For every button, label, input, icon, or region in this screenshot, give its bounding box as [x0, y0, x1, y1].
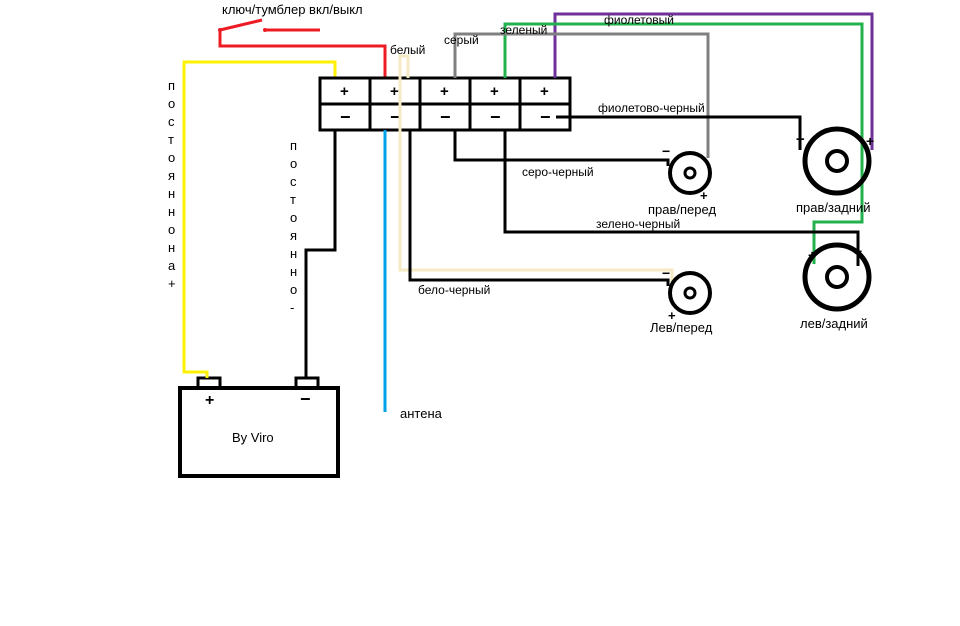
svg-text:−: −	[440, 107, 451, 127]
label-gray-black: серо-черный	[522, 165, 594, 179]
svg-text:н: н	[290, 246, 297, 261]
svg-text:+: +	[700, 188, 708, 203]
svg-text:с: с	[290, 174, 297, 189]
label-antenna: антена	[400, 406, 443, 421]
svg-text:+: +	[390, 83, 399, 100]
label-white-black: бело-черный	[418, 283, 490, 297]
svg-text:п: п	[168, 78, 175, 93]
wire-white-black	[410, 130, 668, 286]
svg-text:−: −	[490, 107, 501, 127]
battery-plus: +	[205, 392, 214, 409]
label-right-rear: прав/задний	[796, 200, 871, 215]
label-white: белый	[390, 43, 425, 57]
svg-text:+: +	[490, 83, 499, 100]
wiring-diagram: + − By Viro + + + + + − − − − −	[0, 0, 960, 626]
svg-text:я: я	[290, 228, 297, 243]
connector-block: + + + + + − − − − −	[320, 78, 570, 130]
battery-label: By Viro	[232, 430, 274, 445]
svg-text:о: о	[168, 222, 175, 237]
svg-text:с: с	[168, 114, 175, 129]
wire-black-constant-minus	[306, 130, 335, 378]
switch-wire	[218, 20, 385, 78]
svg-text:н: н	[168, 204, 175, 219]
battery: + − By Viro	[180, 378, 338, 476]
svg-text:о: о	[168, 150, 175, 165]
svg-text:+: +	[540, 83, 549, 100]
wire-yellow-constant-plus	[184, 62, 335, 378]
svg-text:о: о	[290, 282, 297, 297]
speaker-left-rear: − +	[805, 243, 869, 309]
svg-text:+: +	[866, 133, 874, 149]
label-green: зеленый	[500, 23, 547, 37]
svg-text:+: +	[340, 83, 349, 100]
label-purple: фиолетовый	[604, 13, 674, 27]
wire-purple-black-2	[556, 117, 800, 150]
svg-text:я: я	[168, 168, 175, 183]
svg-text:т: т	[168, 132, 174, 147]
label-constant-minus-vertical: постоянно-	[290, 138, 297, 315]
label-green-black: зелено-черный	[596, 217, 680, 231]
svg-text:−: −	[662, 143, 670, 159]
label-gray: серый	[444, 33, 479, 47]
svg-text:о: о	[290, 156, 297, 171]
label-constant-plus-vertical: постояннона+	[168, 78, 176, 291]
svg-text:+: +	[168, 276, 176, 291]
wire-gray-black	[455, 130, 668, 166]
speaker-left-front: − +	[662, 265, 710, 323]
svg-text:−: −	[340, 107, 351, 127]
svg-text:н: н	[168, 240, 175, 255]
label-purple-black: фиолетово-черный	[598, 101, 705, 115]
svg-text:−: −	[796, 131, 805, 148]
label-left-front: Лев/перед	[650, 320, 713, 335]
svg-text:н: н	[290, 264, 297, 279]
battery-minus: −	[300, 389, 311, 409]
svg-text:н: н	[168, 186, 175, 201]
svg-text:−: −	[662, 265, 670, 281]
svg-text:-: -	[290, 300, 294, 315]
svg-text:о: о	[290, 210, 297, 225]
svg-text:т: т	[290, 192, 296, 207]
svg-text:о: о	[168, 96, 175, 111]
label-right-front: прав/перед	[648, 202, 716, 217]
label-left-rear: лев/задний	[800, 316, 868, 331]
svg-text:−: −	[540, 107, 551, 127]
wire-purpleblack	[560, 117, 800, 148]
svg-text:а: а	[168, 258, 176, 273]
svg-text:п: п	[290, 138, 297, 153]
svg-text:−: −	[854, 243, 862, 259]
svg-text:+: +	[808, 247, 816, 263]
svg-text:+: +	[440, 83, 449, 100]
label-switch: ключ/тумблер вкл/выкл	[222, 2, 363, 17]
speaker-right-front: − +	[662, 143, 710, 203]
